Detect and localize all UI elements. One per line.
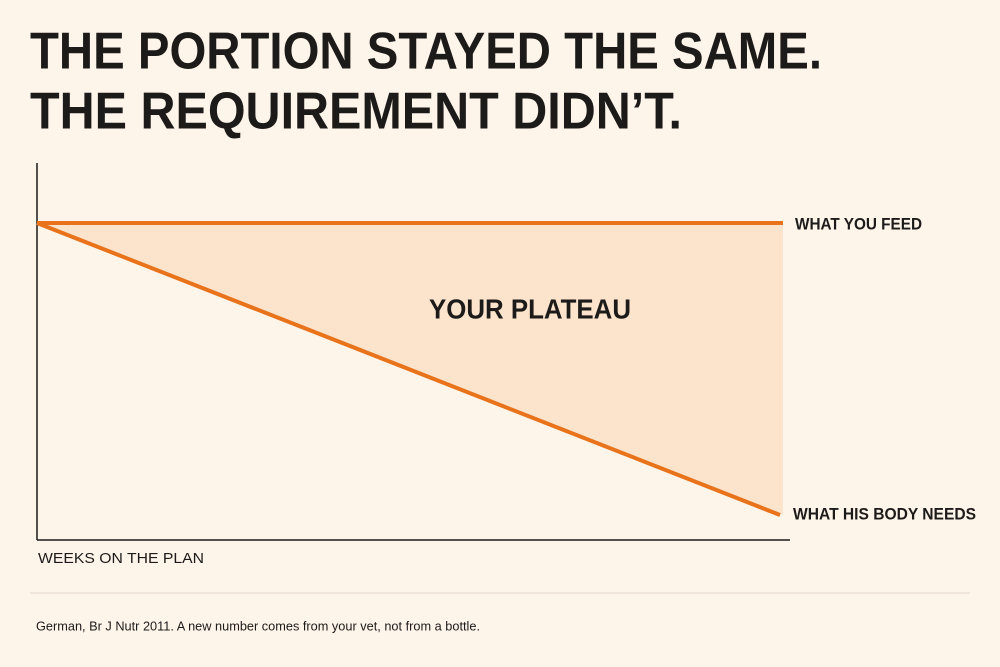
title-line: THE PORTION STAYED THE SAME. <box>30 23 822 81</box>
feed-label: WHAT YOU FEED <box>795 214 922 233</box>
x-axis-label: WEEKS ON THE PLAN <box>38 550 204 567</box>
needs-label: WHAT HIS BODY NEEDS <box>793 504 976 523</box>
footnote: German, Br J Nutr 2011. A new number com… <box>36 618 480 633</box>
needs-line <box>36 221 781 517</box>
title-line: THE REQUIREMENT DIDN’T. <box>30 83 682 141</box>
plateau-label: YOUR PLATEAU <box>429 293 631 324</box>
